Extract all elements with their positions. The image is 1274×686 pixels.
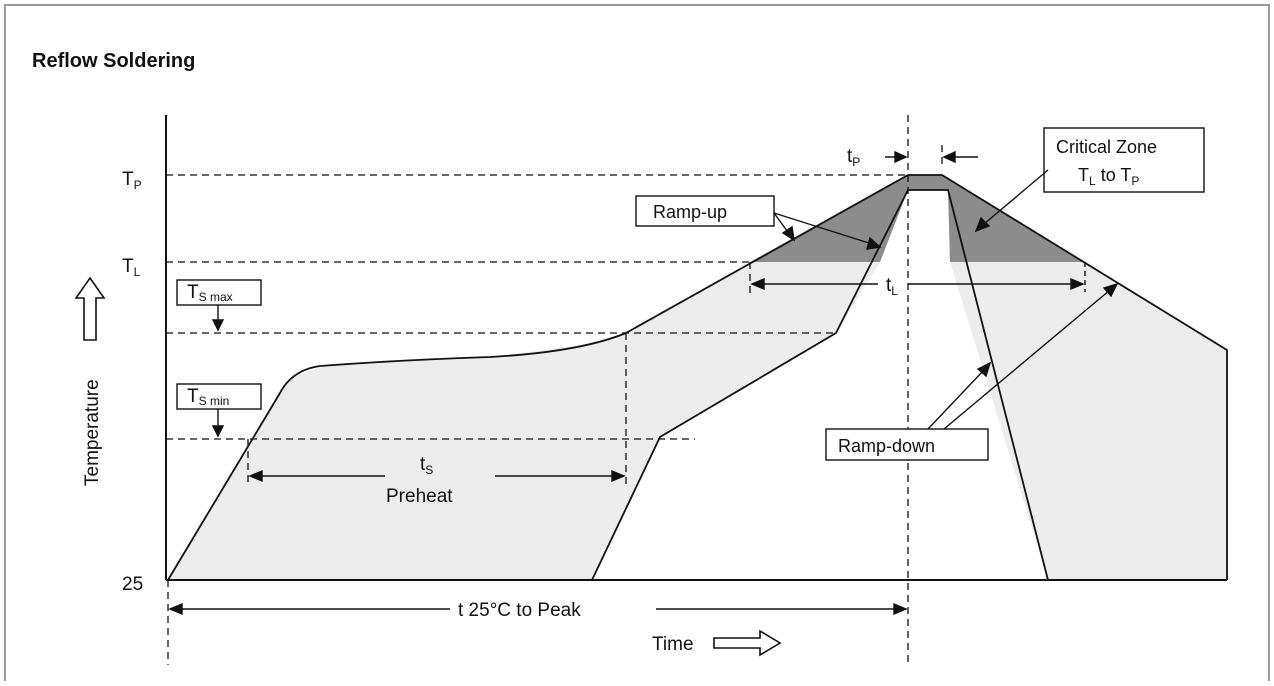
- tl-time-label: tL: [886, 275, 898, 298]
- svg-text:Ramp-down: Ramp-down: [838, 436, 935, 456]
- svg-text:Ramp-up: Ramp-up: [653, 202, 727, 222]
- diagram-title: Reflow Soldering: [32, 50, 195, 72]
- dashed-guides: [166, 115, 943, 665]
- ts-max-box: TS max: [176, 279, 262, 306]
- profile-band: [168, 175, 1227, 580]
- y-origin-label: 25: [122, 574, 143, 595]
- ts-label: tS: [420, 454, 433, 477]
- critical-zone: [750, 175, 1085, 262]
- profile-inner-curve: [591, 189, 1049, 581]
- y-axis-label: Temperature: [82, 379, 103, 486]
- preheat-label: Preheat: [386, 486, 453, 507]
- profile-outer-curve: [167, 174, 1228, 581]
- svg-text:TP: TP: [122, 169, 142, 192]
- tl-label: TL: [122, 256, 141, 279]
- critical-zone-arrow: [974, 169, 1049, 233]
- svg-text:TL: TL: [122, 256, 141, 279]
- tp-label: TP: [122, 169, 142, 192]
- ramp-up-box: Ramp-up: [635, 195, 775, 227]
- t25-to-peak-label: t 25°C to Peak: [458, 600, 581, 621]
- svg-text:TS min: TS min: [187, 386, 229, 408]
- tp-time-label: tP: [847, 146, 860, 169]
- ramp-up-arrows: [773, 212, 882, 250]
- y-axis-arrow-icon: [74, 276, 106, 341]
- ts-min-pointer: [211, 409, 225, 438]
- ts-max-pointer: [211, 305, 225, 332]
- t25-dimension: [168, 602, 908, 616]
- x-axis-label: Time: [652, 634, 694, 655]
- outer-border: [4, 4, 1270, 686]
- ts-dimension: [248, 469, 626, 483]
- ramp-down-arrows: [927, 282, 1119, 430]
- tp-dimension: [885, 150, 978, 164]
- critical-zone-box: Critical Zone TL to TP: [1043, 127, 1205, 193]
- svg-text:Critical Zone: Critical Zone: [1056, 137, 1157, 157]
- x-axis-arrow-icon: [713, 629, 782, 657]
- tl-dimension: [750, 262, 1086, 292]
- ramp-down-box: Ramp-down: [825, 428, 989, 461]
- ts-min-box: TS min: [176, 383, 262, 410]
- svg-text:TS max: TS max: [187, 282, 233, 304]
- svg-text:TL to TP: TL to TP: [1078, 165, 1139, 188]
